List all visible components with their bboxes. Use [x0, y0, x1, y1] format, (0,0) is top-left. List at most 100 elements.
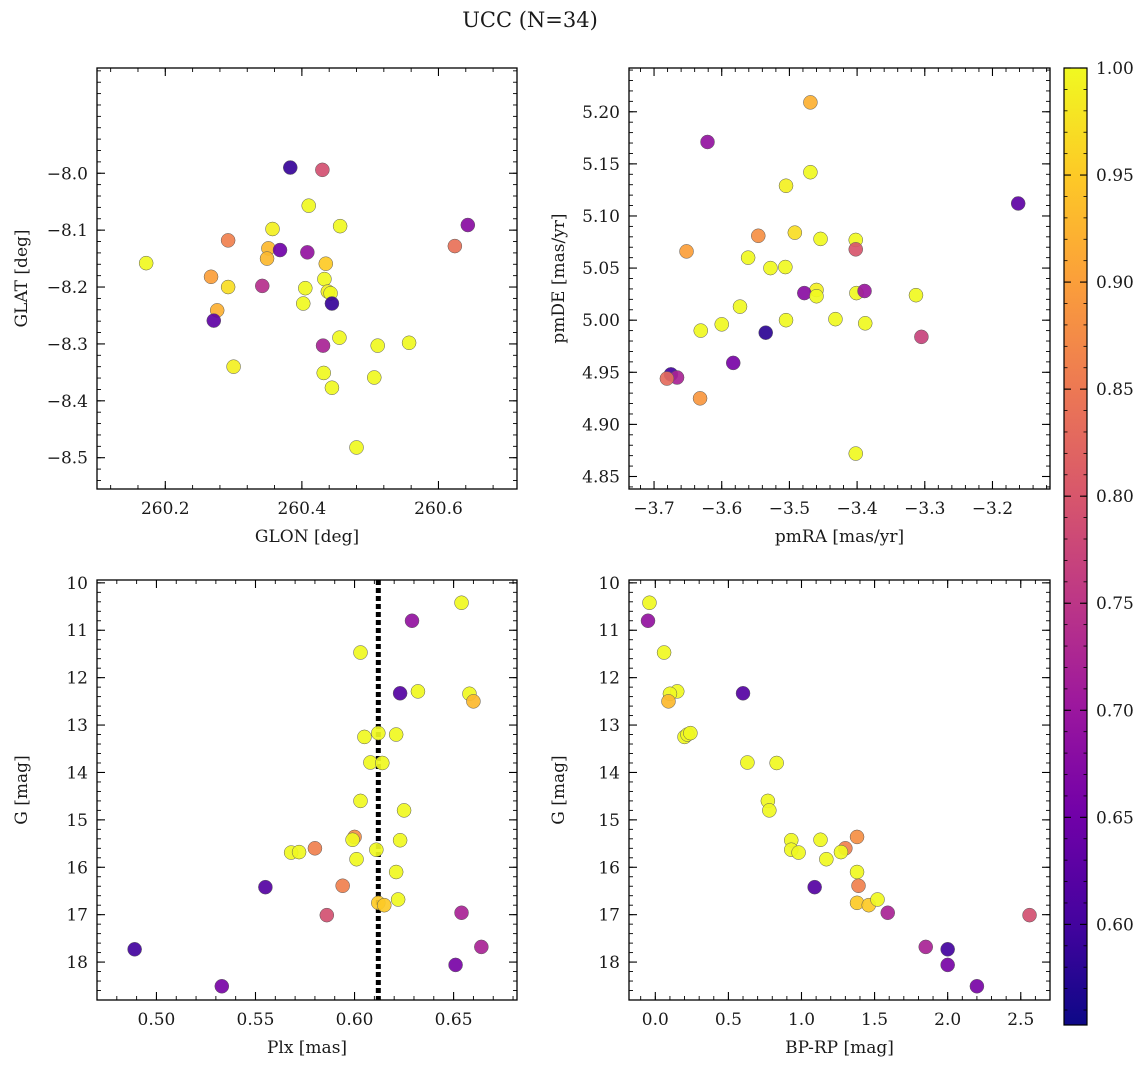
data-point: [283, 160, 298, 175]
y-tick-label: 18: [598, 953, 620, 973]
data-point: [803, 164, 818, 180]
data-point: [661, 694, 676, 709]
data-point: [679, 244, 694, 259]
data-point: [220, 233, 236, 248]
axes-frame: [96, 67, 518, 490]
data-point: [474, 939, 489, 955]
data-point: [345, 832, 360, 848]
data-point: [813, 231, 828, 247]
x-tick-label: 260.6: [414, 499, 463, 519]
data-point: [214, 979, 230, 994]
data-point: [324, 380, 340, 395]
y-tick-label: 18: [66, 953, 88, 973]
x-tick-label: 2.5: [1007, 1010, 1034, 1030]
data-point: [375, 755, 390, 771]
y-tick-label: 5.05: [582, 259, 620, 279]
y-tick-label: −8.4: [47, 392, 88, 412]
scatter-panel-4: 0.0 0.5 1.0 1.5 2.0 2.5 10 11 12 13 14 15 16 17 18 BP-R…: [549, 574, 1051, 1058]
data-point: [315, 338, 331, 353]
y-axis-label: GLAT [deg]: [12, 229, 32, 327]
points: [640, 595, 1037, 994]
y-tick-label: 14: [598, 763, 620, 783]
x-axis-label: Plx [mas]: [267, 1038, 347, 1058]
y-tick-label: 4.85: [582, 467, 620, 487]
colorbar: 0.60 0.65 0.70 0.75 0.80 0.85 0.90 0.95 1.00: [1063, 59, 1134, 1026]
data-point: [813, 832, 828, 848]
data-point: [377, 897, 392, 913]
x-tick-label: −3.3: [904, 499, 945, 519]
data-point: [401, 335, 417, 351]
data-point: [969, 979, 985, 994]
data-point: [335, 878, 350, 894]
y-tick-label: −8.2: [47, 278, 88, 298]
data-point: [315, 162, 330, 178]
data-point: [388, 864, 404, 880]
x-tick-label: 260.2: [141, 499, 190, 519]
y-axis-label: G [mag]: [12, 755, 32, 824]
data-point: [778, 178, 794, 194]
y-tick-label: 16: [66, 858, 88, 878]
y-tick-label: 17: [66, 906, 88, 926]
data-point: [454, 905, 469, 921]
data-point: [778, 259, 793, 275]
data-point: [725, 355, 741, 371]
x-axis-label: GLON [deg]: [255, 527, 359, 547]
data-point: [226, 359, 241, 374]
data-point: [318, 256, 334, 271]
axes-frame: [628, 579, 1051, 1001]
x-tick-label: −3.4: [836, 499, 877, 519]
data-point: [353, 645, 368, 660]
data-point: [803, 95, 818, 110]
data-point: [206, 313, 222, 328]
data-point: [410, 684, 426, 699]
data-point: [258, 879, 273, 895]
y-tick-label: −8.3: [47, 335, 88, 355]
data-point: [392, 832, 408, 848]
data-point: [656, 645, 672, 660]
scatter-panel-2: −3.7 −3.6 −3.5 −3.4 −3.3 −3.2 4.85 4.90 4.95 5.00…: [549, 67, 1051, 547]
colorbar-tick-label: 1.00: [1096, 59, 1134, 79]
y-tick-label: 13: [66, 716, 88, 736]
data-point: [851, 878, 866, 894]
x-tick-label: 0.0: [642, 1010, 669, 1030]
data-point: [918, 939, 933, 955]
data-point: [797, 285, 812, 301]
axes-frame: [96, 579, 518, 1001]
data-point: [940, 942, 955, 957]
data-point: [849, 864, 865, 880]
data-point: [138, 255, 154, 271]
data-point: [1022, 907, 1037, 923]
scatter-panel-3: 0.50 0.55 0.60 0.65 10 11 12 13 14 15 16 17 18 Plx [m…: [12, 574, 518, 1058]
data-point: [693, 323, 708, 338]
y-tick-label: 10: [598, 574, 620, 594]
y-tick-label: 14: [66, 763, 88, 783]
data-point: [908, 287, 924, 303]
x-tick-label: 1.5: [861, 1010, 888, 1030]
colorbar-tick-label: 0.95: [1096, 166, 1134, 186]
data-point: [390, 892, 406, 907]
data-point: [700, 134, 715, 150]
data-point: [833, 844, 849, 860]
data-point: [255, 278, 270, 294]
data-point: [259, 251, 275, 266]
data-point: [758, 325, 773, 340]
data-point: [353, 793, 368, 809]
data-point: [369, 842, 384, 857]
data-point: [349, 851, 364, 867]
data-point: [203, 269, 219, 285]
data-point: [220, 279, 236, 295]
data-point: [762, 803, 777, 818]
x-tick-label: 260.4: [278, 499, 327, 519]
data-point: [692, 391, 708, 406]
data-point: [849, 829, 865, 845]
data-point: [316, 365, 331, 381]
data-point: [370, 338, 385, 353]
data-point: [1010, 196, 1026, 211]
x-tick-label: 0.65: [435, 1010, 473, 1030]
data-point: [127, 942, 142, 957]
data-point: [857, 316, 873, 331]
y-tick-label: −8.5: [47, 449, 88, 469]
data-point: [307, 841, 323, 856]
y-tick-label: 12: [598, 669, 620, 689]
data-point: [357, 729, 372, 745]
